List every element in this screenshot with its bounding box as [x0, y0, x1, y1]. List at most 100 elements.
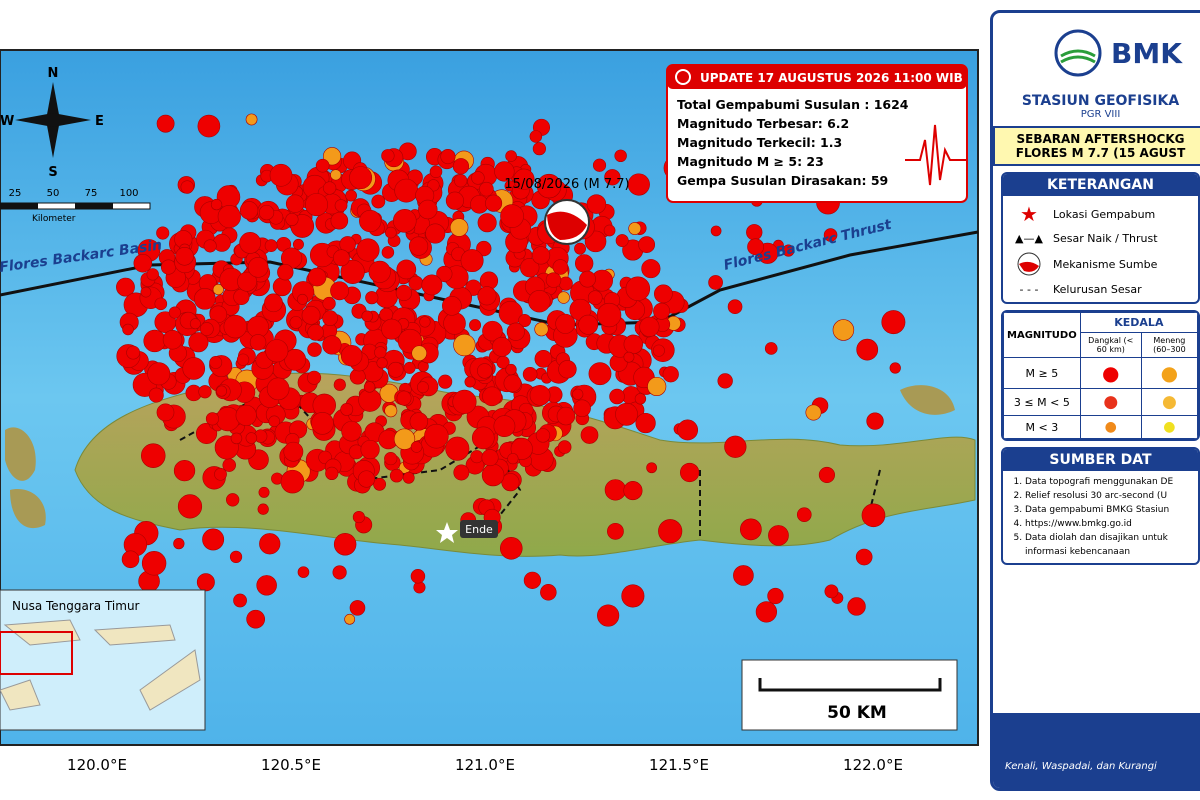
aftershock [408, 275, 424, 291]
aftershock [654, 284, 673, 304]
aftershock [418, 199, 438, 220]
aftershock [266, 377, 290, 401]
scale-label: 50 [47, 188, 60, 199]
aftershock [140, 443, 166, 468]
aftershock [615, 402, 638, 426]
aftershock [140, 286, 152, 298]
aftershock [534, 349, 553, 368]
th: KEDALA [1079, 312, 1198, 333]
aftershock [499, 537, 523, 560]
aftershock [360, 439, 380, 460]
aftershock [285, 212, 299, 226]
legend: KETERANGAN ★ Lokasi Gempabum ▲—▲ Sesar Nai… [1001, 172, 1200, 304]
aftershock [239, 201, 259, 220]
aftershock [387, 361, 404, 378]
logo-text: BMK [1111, 36, 1182, 70]
aftershock [283, 441, 304, 462]
lon-label: 120.0°E [67, 756, 127, 774]
aftershock [363, 381, 376, 393]
aftershock [652, 344, 665, 357]
aftershock [764, 342, 778, 355]
lon-label: 121.5°E [649, 756, 709, 774]
update-row: Total Gempabumi Susulan : 1624 [677, 97, 909, 112]
mag: 3 ≤ M < 5 [1003, 388, 1081, 416]
aftershock [768, 525, 789, 546]
aftershock [402, 471, 415, 484]
aftershock [333, 378, 346, 391]
legend-item: ▲—▲ Sesar Naik / Thrust [1015, 232, 1158, 245]
aftershock [264, 293, 283, 313]
aftershock [443, 312, 466, 335]
aftershock [156, 114, 175, 133]
aftershock [506, 322, 525, 341]
aftershock [485, 194, 503, 212]
region: PGR VIII [1080, 109, 1121, 120]
aftershock [477, 213, 497, 233]
lon-label: 122.0°E [843, 756, 903, 774]
aftershock [556, 406, 576, 426]
source: Relief resolusi 30 arc-second (U [1025, 489, 1198, 503]
aftershock [226, 493, 240, 507]
aftershock [301, 305, 321, 325]
legend-text: Sesar Naik / Thrust [1053, 232, 1158, 245]
aftershock [419, 316, 431, 328]
aftershock [229, 550, 243, 563]
th: Dangkal (< 60 km) [1079, 332, 1142, 358]
aftershock [333, 533, 357, 556]
aftershock [116, 277, 135, 297]
aftershock [503, 374, 522, 393]
aftershock [824, 584, 839, 599]
scale [0, 202, 151, 210]
aftershock [325, 466, 339, 481]
aftershock [311, 411, 334, 435]
aftershock [552, 259, 569, 275]
aftershock [575, 254, 594, 273]
aftershock [628, 222, 642, 235]
aftershock [623, 334, 643, 354]
legend-item: - - - Kelurusan Sesar [1019, 283, 1142, 296]
aftershock [855, 548, 873, 566]
aftershock [257, 503, 269, 515]
aftershock [188, 332, 209, 353]
aftershock [522, 366, 538, 382]
legend-text: Kelurusan Sesar [1053, 283, 1142, 296]
aftershock [708, 275, 723, 290]
aftershock [160, 259, 177, 275]
aftershock [403, 361, 416, 374]
aftershock [425, 223, 446, 244]
th: MAGNITUDO [1003, 312, 1081, 358]
aftershock [216, 385, 228, 397]
station: STASIUN GEOFISIKA [1021, 93, 1180, 109]
aftershock [604, 479, 627, 501]
aftershock [823, 228, 838, 242]
aftershock [214, 467, 227, 481]
aftershock [365, 291, 379, 305]
aftershock [505, 363, 517, 376]
aftershock [532, 142, 546, 156]
aftershock [280, 469, 305, 494]
aftershock [662, 366, 679, 383]
aftershock [436, 265, 453, 283]
aftershock [340, 344, 363, 367]
aftershock [147, 362, 171, 386]
aftershock [292, 238, 304, 250]
aftershock [805, 404, 822, 421]
aftershock [396, 259, 417, 280]
aftershock [341, 420, 362, 442]
aftershock [215, 406, 241, 432]
aftershock [307, 370, 322, 385]
aftershock [389, 468, 404, 483]
aftershock [411, 345, 427, 362]
aftershock [615, 234, 629, 248]
aftershock [246, 609, 266, 629]
update-row: Magnitudo Terbesar: 6.2 [677, 116, 849, 131]
aftershock [574, 242, 586, 255]
aftershock [408, 236, 429, 256]
sources-title: SUMBER DAT [1003, 449, 1198, 471]
aftershock [394, 178, 419, 203]
aftershock [573, 399, 591, 418]
aftershock [236, 353, 250, 366]
aftershock [180, 180, 194, 194]
aftershock [297, 293, 308, 305]
aftershock [352, 511, 365, 524]
